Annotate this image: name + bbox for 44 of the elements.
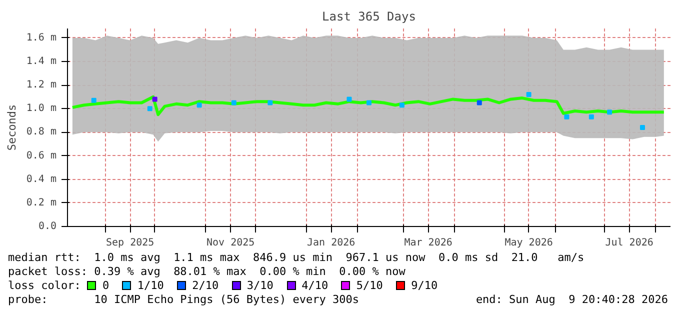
- legend-label: 1/10: [137, 279, 164, 292]
- x-tick-label: Sep 2025: [106, 238, 154, 248]
- point: [231, 100, 236, 106]
- legend-label: 4/10: [302, 279, 328, 292]
- y-tick-label: 0.6 m: [26, 150, 57, 162]
- y-tick-label: 1.6 m: [26, 32, 57, 44]
- point: [91, 98, 96, 103]
- y-tick-label: 0.4 m: [26, 174, 57, 185]
- point: [640, 125, 645, 130]
- point: [526, 92, 532, 97]
- y-axis-title: Seconds: [5, 104, 18, 151]
- point: [399, 102, 404, 108]
- y-tick-label: 0.2 m: [26, 197, 57, 208]
- legend-title: loss color:: [8, 279, 81, 292]
- y-tick-label: 1.0 m: [26, 103, 57, 114]
- y-tick-label: 0.8 m: [26, 126, 57, 138]
- text: end: Sun Aug 9 20:40:28 2026: [476, 293, 668, 307]
- y-tick-label: 0.0: [38, 221, 56, 232]
- legend-label: 0: [102, 279, 110, 292]
- legend-label: 5/10: [356, 279, 383, 292]
- point: [268, 100, 273, 106]
- text: probe: 10 ICMP Echo Pings (56 Bytes) every 300s: [8, 293, 359, 307]
- point: [588, 114, 594, 120]
- legend-label: 2/10: [192, 279, 219, 292]
- x-tick-label: Jan 2026: [307, 238, 356, 248]
- point: [147, 106, 152, 112]
- point: [476, 100, 482, 106]
- point: [607, 110, 612, 115]
- x-tick-label: Mar 2026: [404, 238, 452, 248]
- point: [366, 100, 372, 106]
- chart-title: Last 365 Days: [322, 10, 416, 24]
- point: [152, 96, 158, 102]
- y-tick-label: 1.2 m: [26, 80, 57, 91]
- x-tick-label: May 2026: [504, 238, 553, 248]
- point: [346, 96, 352, 102]
- legend-label: 9/10: [411, 279, 438, 292]
- legend-label: 3/10: [246, 279, 274, 292]
- text: median rtt: 1.0 ms avg 1.1 ms max 846.9 us min 967.1 us now 0.0 ms sd 21.0 am/s: [8, 251, 586, 265]
- x-tick-label: Jul 2026: [605, 238, 654, 248]
- text: packet loss: 0.39 % avg 88.01 % max 0.00 % min 0.00 % now: [8, 265, 406, 279]
- y-tick-label: 1.4 m: [26, 56, 57, 67]
- x-tick-label: Nov 2025: [206, 238, 255, 248]
- point: [196, 102, 202, 108]
- point: [564, 114, 570, 120]
